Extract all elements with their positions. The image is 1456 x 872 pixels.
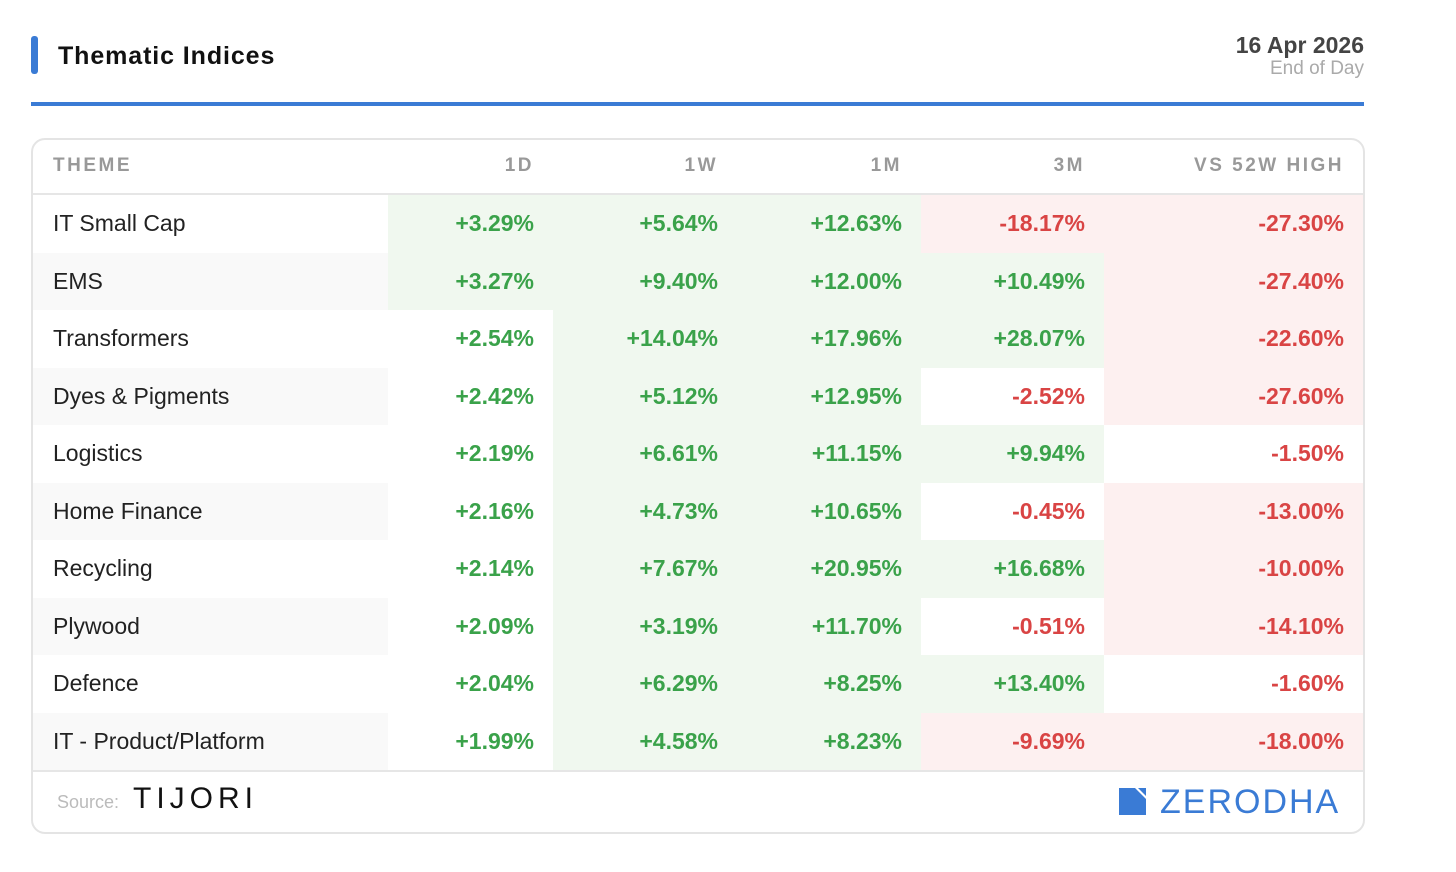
theme-name: Defence [53, 670, 139, 696]
column-header-1m[interactable]: 1M [870, 155, 902, 176]
report-subtitle: End of Day [1270, 58, 1364, 79]
value-cell-1w: +6.29% [553, 655, 737, 713]
theme-name: EMS [33, 252, 388, 310]
value-cell-1w: +3.19% [553, 597, 737, 655]
tijori-logo: TIJORI [133, 782, 258, 815]
value-cell-1d: +3.27% [388, 252, 553, 310]
value-cell-1w: +7.67% [553, 540, 737, 598]
table-footer: Source: TIJORI ZERODHA [33, 770, 1363, 832]
value-cell-1m: +11.70% [737, 597, 921, 655]
theme-name: Dyes & Pigments [33, 367, 388, 425]
column-header-theme[interactable]: THEME [53, 155, 132, 176]
table-row[interactable]: EMS +3.27% +9.40% +12.00% +10.49% -27.40% [33, 252, 1363, 310]
value-cell-1d: +2.14% [455, 555, 534, 581]
theme-name: Logistics [53, 440, 143, 466]
theme-name: Plywood [33, 597, 388, 655]
value-cell-1d: +2.54% [455, 325, 534, 351]
value-cell-1w: +5.64% [553, 195, 737, 253]
value-cell-1m: +17.96% [737, 310, 921, 368]
value-cell-3m: -2.52% [1012, 382, 1085, 409]
zerodha-logo-icon [1119, 788, 1146, 815]
zerodha-wordmark: ZERODHA [1160, 783, 1341, 821]
table-row[interactable]: Dyes & Pigments +2.42% +5.12% +12.95% -2.52%… [33, 367, 1363, 425]
column-header-3m[interactable]: 3M [1053, 155, 1085, 176]
value-cell-1d: +1.99% [455, 727, 534, 754]
value-cell-vs-52w-high: -1.60% [1271, 670, 1344, 696]
value-cell-3m: +13.40% [921, 655, 1104, 713]
value-cell-3m: +16.68% [921, 540, 1104, 598]
value-cell-1m: +12.63% [737, 195, 921, 253]
page-header: Thematic Indices 16 Apr 2026 End of Day [31, 30, 1364, 104]
value-cell-3m: +9.94% [921, 425, 1104, 483]
value-cell-3m: -0.45% [1012, 497, 1085, 524]
value-cell-1w: +4.58% [553, 712, 737, 770]
theme-name: IT - Product/Platform [33, 712, 388, 770]
table-row[interactable]: Home Finance +2.16% +4.73% +10.65% -0.45% -13… [33, 482, 1363, 540]
value-cell-vs-52w-high: -14.10% [1104, 597, 1363, 655]
value-cell-1d: +2.42% [455, 382, 534, 409]
header-divider [31, 102, 1364, 106]
value-cell-1m: +10.65% [737, 482, 921, 540]
column-header-1d[interactable]: 1D [504, 155, 534, 176]
table-row[interactable]: Logistics +2.19% +6.61% +11.15% +9.94% -1.50% [33, 425, 1363, 483]
theme-name: Recycling [53, 555, 153, 581]
value-cell-vs-52w-high: -27.40% [1104, 252, 1363, 310]
value-cell-1w: +6.61% [553, 425, 737, 483]
value-cell-3m: -18.17% [921, 195, 1104, 253]
value-cell-1w: +14.04% [553, 310, 737, 368]
value-cell-vs-52w-high: -27.30% [1104, 195, 1363, 253]
value-cell-1d: +2.04% [455, 670, 534, 696]
report-date: 16 Apr 2026 [1235, 32, 1364, 58]
value-cell-1m: +12.95% [737, 367, 921, 425]
value-cell-vs-52w-high: -22.60% [1104, 310, 1363, 368]
table-header: THEME 1D 1W 1M 3M VS 52W HIGH [33, 140, 1363, 195]
value-cell-vs-52w-high: -18.00% [1104, 712, 1363, 770]
value-cell-1m: +11.15% [737, 425, 921, 483]
value-cell-1m: +20.95% [737, 540, 921, 598]
page-title: Thematic Indices [58, 42, 276, 70]
table-row[interactable]: Transformers +2.54% +14.04% +17.96% +28.07% -… [33, 310, 1363, 368]
theme-name: Transformers [53, 325, 189, 351]
column-header-1w[interactable]: 1W [684, 155, 718, 176]
value-cell-1d: +2.09% [455, 612, 534, 639]
value-cell-1m: +8.25% [737, 655, 921, 713]
value-cell-1d: +3.29% [388, 195, 553, 253]
table-row[interactable]: Recycling +2.14% +7.67% +20.95% +16.68% -10.0… [33, 540, 1363, 598]
value-cell-3m: -0.51% [1012, 612, 1085, 639]
value-cell-1m: +12.00% [737, 252, 921, 310]
value-cell-1d: +2.16% [455, 497, 534, 524]
table-row[interactable]: Plywood +2.09% +3.19% +11.70% -0.51% -14.10% [33, 597, 1363, 655]
value-cell-3m: +28.07% [921, 310, 1104, 368]
theme-name: Home Finance [33, 482, 388, 540]
theme-name: IT Small Cap [53, 210, 186, 236]
table-row[interactable]: IT Small Cap +3.29% +5.64% +12.63% -18.17% -2… [33, 195, 1363, 253]
source-label: Source: [57, 792, 120, 812]
table-body: IT Small Cap +3.29% +5.64% +12.63% -18.17% -2… [33, 195, 1363, 770]
value-cell-1m: +8.23% [737, 712, 921, 770]
value-cell-vs-52w-high: -13.00% [1104, 482, 1363, 540]
value-cell-3m: -9.69% [921, 712, 1104, 770]
value-cell-3m: +10.49% [921, 252, 1104, 310]
table-row[interactable]: Defence +2.04% +6.29% +8.25% +13.40% -1.60% [33, 655, 1363, 713]
value-cell-vs-52w-high: -1.50% [1271, 440, 1344, 466]
title-accent-bar [31, 36, 38, 74]
value-cell-1w: +4.73% [553, 482, 737, 540]
value-cell-vs-52w-high: -27.60% [1104, 367, 1363, 425]
indices-table-card: THEME 1D 1W 1M 3M VS 52W HIGH IT Small C… [31, 138, 1365, 834]
zerodha-logo: ZERODHA [1119, 783, 1341, 822]
table-row[interactable]: IT - Product/Platform +1.99% +4.58% +8.23% -… [33, 712, 1363, 770]
value-cell-vs-52w-high: -10.00% [1104, 540, 1363, 598]
value-cell-1w: +9.40% [553, 252, 737, 310]
value-cell-1d: +2.19% [455, 440, 534, 466]
column-header-vs-52w-high[interactable]: VS 52W HIGH [1194, 155, 1344, 176]
value-cell-1w: +5.12% [553, 367, 737, 425]
